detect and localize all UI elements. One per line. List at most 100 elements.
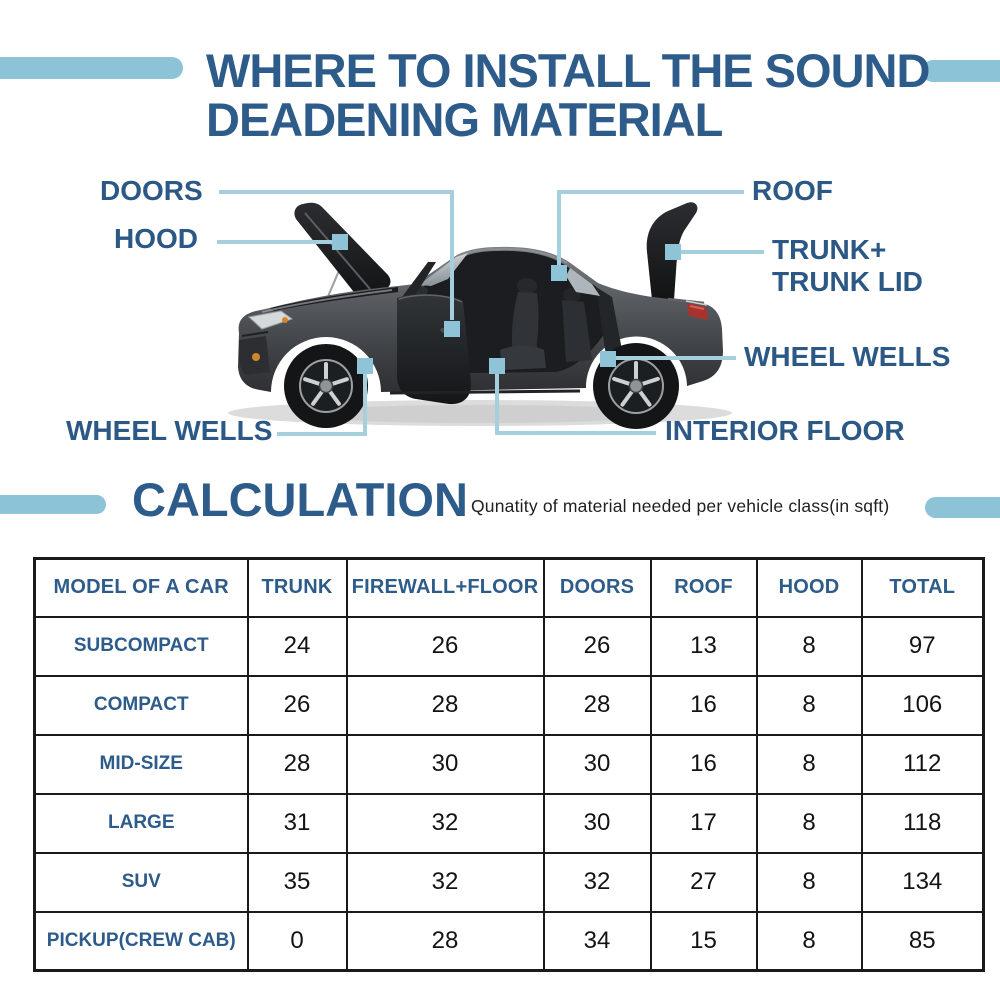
cell-trunk: 24 — [246, 615, 348, 677]
endpoint-wheel-wells-left — [357, 358, 373, 374]
table-row-large: LARGE 31 32 30 17 8 118 — [33, 792, 985, 854]
table-row-subcompact: SUBCOMPACT 24 26 26 13 8 97 — [33, 615, 985, 677]
label-wheel-wells-left: WHEEL WELLS — [66, 415, 273, 446]
row-model: PICKUP(CREW CAB) — [33, 910, 249, 972]
column-header-doors: DOORS — [542, 557, 652, 618]
cell-firewall-floor: 32 — [345, 792, 545, 854]
door-handle — [440, 327, 454, 335]
table-row-mid-size: MID-SIZE 28 30 30 16 8 112 — [33, 733, 985, 795]
label-trunk: TRUNK+ TRUNK LID — [772, 234, 923, 298]
row-model: SUBCOMPACT — [33, 615, 249, 677]
row-model: LARGE — [33, 792, 249, 854]
leader-endpoints — [332, 234, 681, 374]
cell-doors: 30 — [542, 792, 652, 854]
label-trunk-line1: TRUNK+ — [772, 234, 887, 265]
column-header-trunk: TRUNK — [246, 557, 348, 618]
cell-firewall-floor: 30 — [345, 733, 545, 795]
cell-hood: 8 — [755, 792, 863, 854]
front-headrest — [517, 278, 537, 294]
cell-firewall-floor: 28 — [345, 674, 545, 736]
table-header-row: MODEL OF A CAR TRUNK FIREWALL+FLOOR DOOR… — [33, 557, 985, 618]
page-title-line1: WHERE TO INSTALL THE SOUND — [206, 44, 930, 97]
cell-doors: 32 — [542, 851, 652, 913]
endpoint-hood — [332, 234, 348, 250]
page-title-line2: DEADENING MATERIAL — [206, 93, 723, 146]
cell-total: 85 — [860, 910, 985, 972]
cell-hood: 8 — [755, 615, 863, 677]
taillight — [687, 303, 708, 320]
accent-bar-calc-right — [925, 497, 1000, 518]
accent-bar-top-left — [0, 57, 183, 79]
quarter-glass — [566, 268, 600, 296]
page-title: WHERE TO INSTALL THE SOUND DEADENING MAT… — [206, 46, 946, 144]
label-hood: HOOD — [114, 223, 198, 254]
column-header-firewall-floor: FIREWALL+FLOOR — [345, 557, 545, 618]
label-roof: ROOF — [752, 175, 833, 206]
cell-hood: 8 — [755, 910, 863, 972]
cell-total: 118 — [860, 792, 985, 854]
leader-wheel-wells-left — [277, 372, 367, 436]
table-row-pickup: PICKUP(CREW CAB) 0 28 34 15 8 85 — [33, 910, 985, 972]
endpoint-trunk — [665, 244, 681, 260]
cell-roof: 27 — [649, 851, 758, 913]
column-header-total: TOTAL — [860, 557, 985, 618]
hood-open — [294, 202, 391, 307]
column-header-hood: HOOD — [755, 557, 863, 618]
windshield — [419, 253, 468, 286]
cell-firewall-floor: 28 — [345, 910, 545, 972]
endpoint-doors — [444, 321, 460, 337]
cell-doors: 26 — [542, 615, 652, 677]
cell-doors: 28 — [542, 674, 652, 736]
cell-doors: 30 — [542, 733, 652, 795]
row-model: SUV — [33, 851, 249, 913]
table-row-suv: SUV 35 32 32 27 8 134 — [33, 851, 985, 913]
cell-roof: 16 — [649, 674, 758, 736]
row-model: COMPACT — [33, 674, 249, 736]
front-wheel — [284, 344, 368, 428]
car-interior — [412, 250, 622, 373]
leader-roof — [557, 190, 744, 266]
car-shadow — [228, 400, 732, 426]
calculation-heading: CALCULATION — [132, 473, 468, 526]
leader-doors — [219, 190, 454, 320]
label-interior-floor: INTERIOR FLOOR — [665, 415, 905, 446]
endpoint-interior-floor — [489, 358, 505, 374]
side-mirror — [412, 286, 428, 296]
front-door-open — [397, 262, 472, 405]
car-front-details — [238, 310, 294, 375]
accent-bar-calc-left — [0, 495, 106, 514]
accent-bar-top-right — [922, 60, 1000, 82]
cell-hood: 8 — [755, 851, 863, 913]
endpoint-wheel-wells-right — [600, 351, 616, 367]
rear-headrest — [563, 288, 581, 302]
cell-doors: 34 — [542, 910, 652, 972]
cell-trunk: 28 — [246, 733, 348, 795]
cell-firewall-floor: 26 — [345, 615, 545, 677]
endpoint-roof — [551, 265, 567, 281]
cell-trunk: 35 — [246, 851, 348, 913]
car-body — [238, 246, 723, 392]
calculation-table-wrap: MODEL OF A CAR TRUNK FIREWALL+FLOOR DOOR… — [33, 557, 985, 972]
cell-roof: 13 — [649, 615, 758, 677]
cell-roof: 16 — [649, 733, 758, 795]
cell-roof: 17 — [649, 792, 758, 854]
cell-total: 97 — [860, 615, 985, 677]
cell-firewall-floor: 32 — [345, 851, 545, 913]
car-rear-details — [389, 297, 708, 395]
cell-hood: 8 — [755, 733, 863, 795]
cell-hood: 8 — [755, 674, 863, 736]
headlight — [247, 310, 294, 330]
calculation-table: MODEL OF A CAR TRUNK FIREWALL+FLOOR DOOR… — [33, 557, 985, 972]
table-row-compact: COMPACT 26 28 28 16 8 106 — [33, 674, 985, 736]
trunk-lid-open — [646, 202, 698, 300]
column-header-model: MODEL OF A CAR — [33, 557, 249, 618]
cell-trunk: 26 — [246, 674, 348, 736]
label-wheel-wells-right: WHEEL WELLS — [744, 341, 951, 372]
row-model: MID-SIZE — [33, 733, 249, 795]
cell-total: 106 — [860, 674, 985, 736]
cell-total: 134 — [860, 851, 985, 913]
cell-roof: 15 — [649, 910, 758, 972]
cell-trunk: 31 — [246, 792, 348, 854]
label-doors: DOORS — [100, 175, 203, 206]
